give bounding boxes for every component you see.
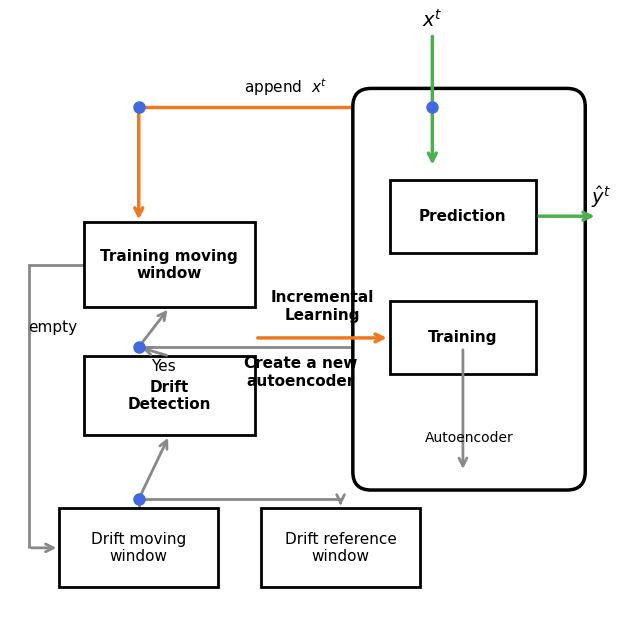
Text: Autoencoder: Autoencoder bbox=[425, 431, 513, 445]
Text: $\hat{y}^t$: $\hat{y}^t$ bbox=[591, 184, 611, 210]
Text: empty: empty bbox=[29, 320, 78, 335]
FancyBboxPatch shape bbox=[353, 88, 585, 490]
Text: append  $x^t$: append $x^t$ bbox=[244, 76, 327, 98]
Text: Training: Training bbox=[428, 330, 498, 345]
FancyBboxPatch shape bbox=[60, 508, 218, 587]
Text: Prediction: Prediction bbox=[419, 209, 507, 224]
FancyBboxPatch shape bbox=[389, 180, 536, 253]
Text: Incremental
Learning: Incremental Learning bbox=[270, 290, 374, 323]
Text: Create a new
autoencoder: Create a new autoencoder bbox=[244, 356, 358, 389]
Text: $x^t$: $x^t$ bbox=[422, 9, 443, 30]
Text: Training moving
window: Training moving window bbox=[100, 249, 238, 281]
Text: Yes: Yes bbox=[151, 360, 175, 374]
FancyBboxPatch shape bbox=[261, 508, 420, 587]
FancyBboxPatch shape bbox=[84, 356, 255, 435]
Text: Drift moving
window: Drift moving window bbox=[91, 532, 187, 564]
Text: Drift reference
window: Drift reference window bbox=[285, 532, 397, 564]
Text: Drift
Detection: Drift Detection bbox=[128, 379, 211, 412]
FancyBboxPatch shape bbox=[84, 222, 255, 307]
FancyBboxPatch shape bbox=[389, 302, 536, 374]
